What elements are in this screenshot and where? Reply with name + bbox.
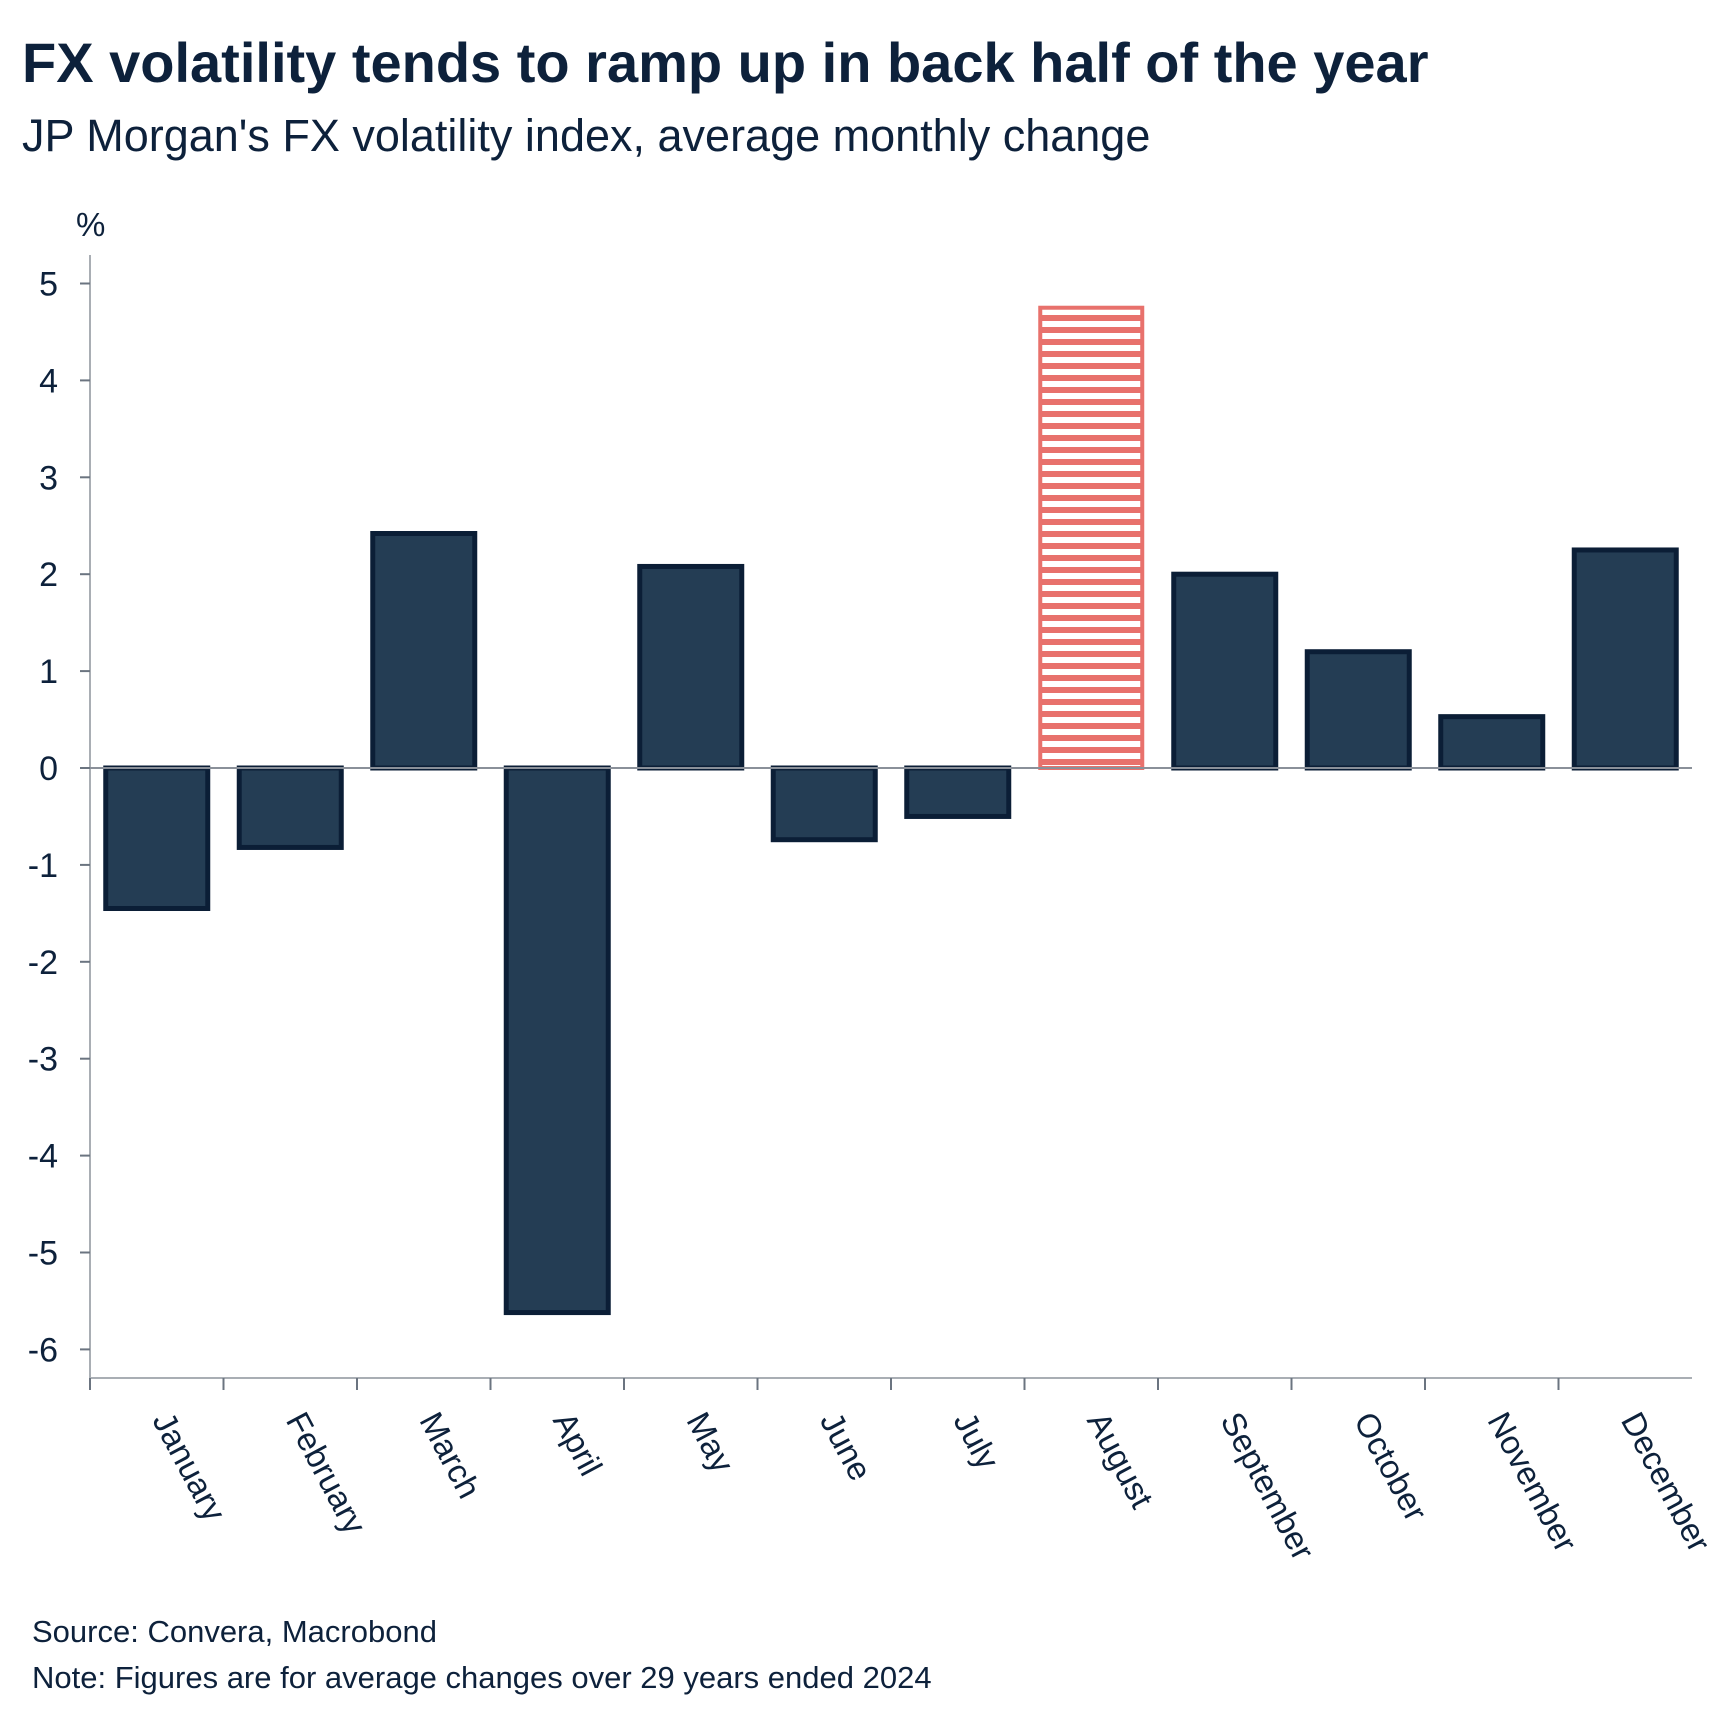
bar-november — [1438, 714, 1546, 771]
y-tick-label: -1 — [28, 847, 58, 885]
y-tick-label: 4 — [39, 362, 58, 400]
y-tick-label: -3 — [28, 1041, 58, 1079]
x-tick-label-october: October — [1347, 1406, 1435, 1527]
y-tick-label: -5 — [28, 1235, 58, 1273]
source-note: Source: Convera, Macrobond — [32, 1614, 437, 1649]
bar-october — [1304, 649, 1412, 771]
y-tick-label: -6 — [28, 1331, 58, 1369]
x-tick-label-march: March — [413, 1406, 489, 1504]
bar-september — [1171, 571, 1279, 771]
bar-may — [637, 563, 745, 771]
y-axis: 5 4 3 2 1 0 -1 -2 -3 -4 -5 -6 — [28, 255, 91, 1378]
chart-title: FX volatility tends to ramp up in back h… — [22, 31, 1429, 94]
x-tick-label-november: November — [1481, 1406, 1585, 1558]
y-tick-label: 2 — [39, 556, 58, 594]
bar-january — [103, 765, 211, 912]
bar-march — [370, 531, 478, 771]
x-tick-label-august: August — [1080, 1406, 1161, 1514]
bars — [103, 305, 1679, 1316]
x-axis: January February March April May June July Augu… — [89, 1377, 1718, 1566]
y-tick-label: -2 — [28, 944, 58, 982]
bar-april — [503, 765, 611, 1316]
bar-february — [236, 765, 344, 850]
bar-december — [1571, 547, 1679, 771]
x-tick-label-july: July — [947, 1406, 1007, 1476]
y-tick-label: 0 — [39, 750, 58, 788]
bar-august — [1038, 305, 1145, 770]
chart-subtitle: JP Morgan's FX volatility index, average… — [22, 110, 1151, 161]
x-tick-label-june: June — [813, 1406, 879, 1487]
x-tick-label-february: February — [279, 1406, 374, 1540]
x-tick-label-december: December — [1614, 1406, 1718, 1558]
y-axis-unit-label: % — [76, 206, 105, 243]
y-tick-label: 5 — [39, 266, 58, 304]
y-tick-label: 1 — [39, 653, 58, 691]
bar-july — [904, 765, 1012, 819]
x-tick-label-may: May — [680, 1406, 742, 1479]
footnote: Note: Figures are for average changes ov… — [32, 1660, 932, 1695]
bar-chart: % 5 4 3 2 1 0 -1 -2 -3 -4 -5 -6 January February Marc… — [28, 206, 1718, 1566]
x-tick-label-september: September — [1214, 1406, 1322, 1566]
x-tick-label-january: January — [146, 1406, 234, 1527]
bar-june — [770, 765, 878, 843]
x-tick-label-april: April — [546, 1406, 610, 1482]
y-tick-label: 3 — [39, 459, 58, 497]
y-tick-label: -4 — [28, 1138, 58, 1176]
